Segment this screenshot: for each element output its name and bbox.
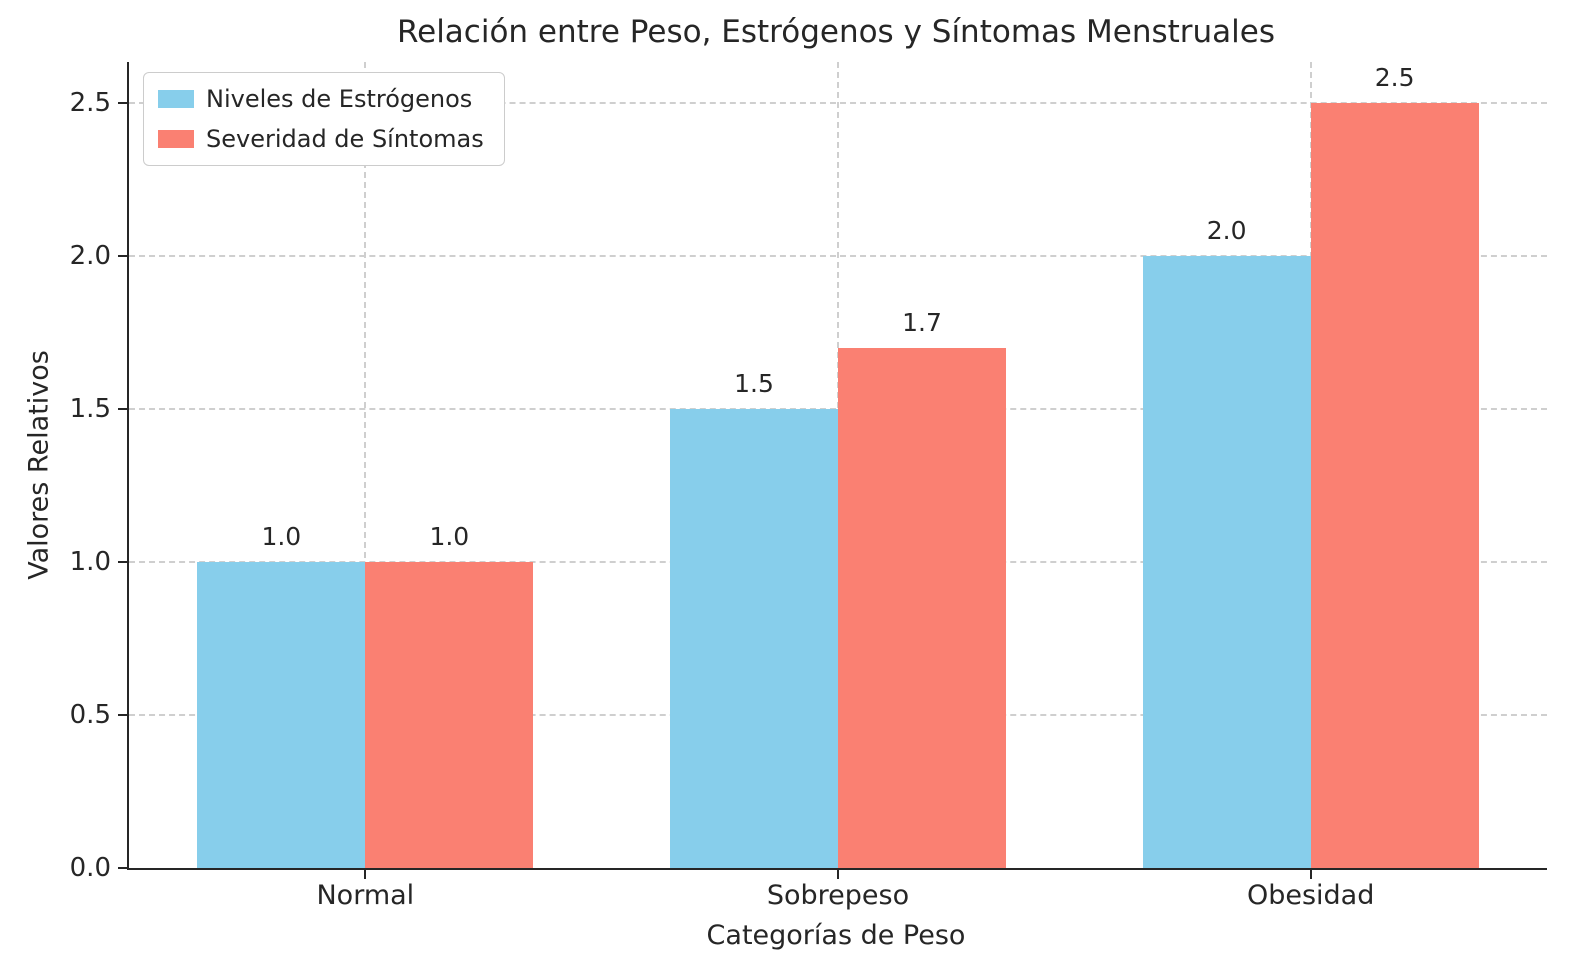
y-tick-mark	[118, 867, 127, 869]
y-tick-label: 0.0	[69, 853, 111, 883]
y-tick-label: 2.0	[69, 241, 111, 271]
bar-value-label: 1.7	[902, 307, 942, 337]
y-tick-label: 1.5	[69, 394, 111, 424]
y-tick-mark	[118, 102, 127, 104]
legend-label-sintomas: Severidad de Síntomas	[206, 125, 484, 153]
y-tick-mark	[118, 255, 127, 257]
legend-item-sintomas: Severidad de Síntomas	[158, 125, 484, 153]
bar-value-label: 2.0	[1206, 216, 1247, 245]
x-tick-label: Obesidad	[1246, 880, 1375, 911]
bar-sintomas-sobrepeso	[838, 347, 1006, 868]
y-tick-mark	[118, 408, 127, 410]
legend-label-estrogenos: Niveles de Estrógenos	[206, 85, 473, 113]
y-tick-label: 1.0	[69, 547, 111, 577]
bar-value-label: 1.5	[734, 369, 774, 398]
chart-title: Relación entre Peso, Estrógenos y Síntom…	[396, 14, 1276, 50]
y-tick-mark	[118, 714, 127, 716]
x-tick-mark	[364, 870, 367, 879]
x-tick-label: Sobrepeso	[766, 880, 910, 911]
y-tick-label: 2.5	[69, 88, 111, 118]
x-axis-label: Categorías de Peso	[706, 920, 966, 951]
bar-sintomas-normal	[365, 562, 534, 868]
bar-estrogenos-obesidad	[1142, 256, 1311, 868]
x-tick-label: Normal	[316, 880, 415, 911]
x-tick-mark	[1309, 870, 1312, 879]
x-tick-mark	[837, 870, 839, 879]
gridline-vertical	[364, 62, 367, 868]
plot-area: Niveles de Estrógenos Severidad de Sínto…	[70, 62, 1547, 911]
bar-value-label: 1.0	[261, 522, 302, 551]
y-axis-label: Valores Relativos	[23, 350, 55, 580]
legend-swatch-estrogenos-icon	[158, 90, 194, 108]
bar-estrogenos-sobrepeso	[670, 409, 838, 868]
bar-sintomas-obesidad	[1310, 103, 1479, 868]
legend-swatch-sintomas-icon	[158, 130, 194, 148]
legend-item-estrogenos: Niveles de Estrógenos	[158, 85, 484, 113]
y-tick-mark	[118, 561, 127, 563]
legend: Niveles de Estrógenos Severidad de Sínto…	[143, 72, 505, 166]
y-tick-label: 0.5	[69, 700, 111, 730]
bar-value-label: 2.5	[1374, 63, 1415, 92]
bar-estrogenos-normal	[197, 562, 366, 868]
bar-value-label: 1.0	[429, 522, 470, 551]
